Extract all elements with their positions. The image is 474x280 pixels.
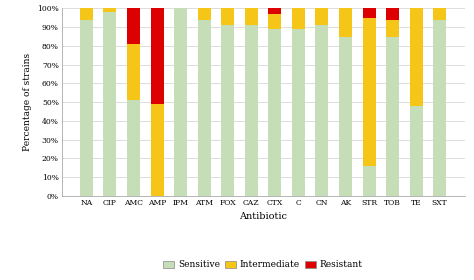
- Y-axis label: Percentage of strains: Percentage of strains: [23, 53, 32, 151]
- Bar: [127, 8, 140, 44]
- Bar: [151, 104, 164, 196]
- Bar: [103, 12, 117, 196]
- Bar: [268, 14, 282, 29]
- Bar: [127, 44, 140, 100]
- Bar: [268, 29, 282, 196]
- Bar: [151, 8, 164, 104]
- Legend: Sensitive, Intermediate, Resistant: Sensitive, Intermediate, Resistant: [160, 257, 366, 273]
- Bar: [386, 20, 399, 37]
- Bar: [386, 8, 399, 20]
- Bar: [268, 8, 282, 14]
- Bar: [339, 37, 352, 196]
- Bar: [316, 8, 328, 25]
- Bar: [80, 8, 93, 20]
- Bar: [433, 8, 446, 20]
- Bar: [363, 166, 375, 196]
- Bar: [221, 8, 234, 25]
- Bar: [339, 8, 352, 37]
- Bar: [316, 25, 328, 196]
- Bar: [292, 29, 305, 196]
- Bar: [127, 100, 140, 196]
- Bar: [386, 37, 399, 196]
- Bar: [198, 20, 210, 196]
- Bar: [174, 8, 187, 196]
- Bar: [363, 18, 375, 166]
- Bar: [245, 8, 258, 25]
- Bar: [292, 8, 305, 29]
- Bar: [80, 20, 93, 196]
- Bar: [198, 8, 210, 20]
- Bar: [363, 8, 375, 18]
- Bar: [410, 106, 423, 196]
- Bar: [221, 25, 234, 196]
- Bar: [433, 20, 446, 196]
- Bar: [245, 25, 258, 196]
- Bar: [103, 8, 117, 12]
- Bar: [410, 8, 423, 106]
- X-axis label: Antibiotic: Antibiotic: [239, 212, 287, 221]
